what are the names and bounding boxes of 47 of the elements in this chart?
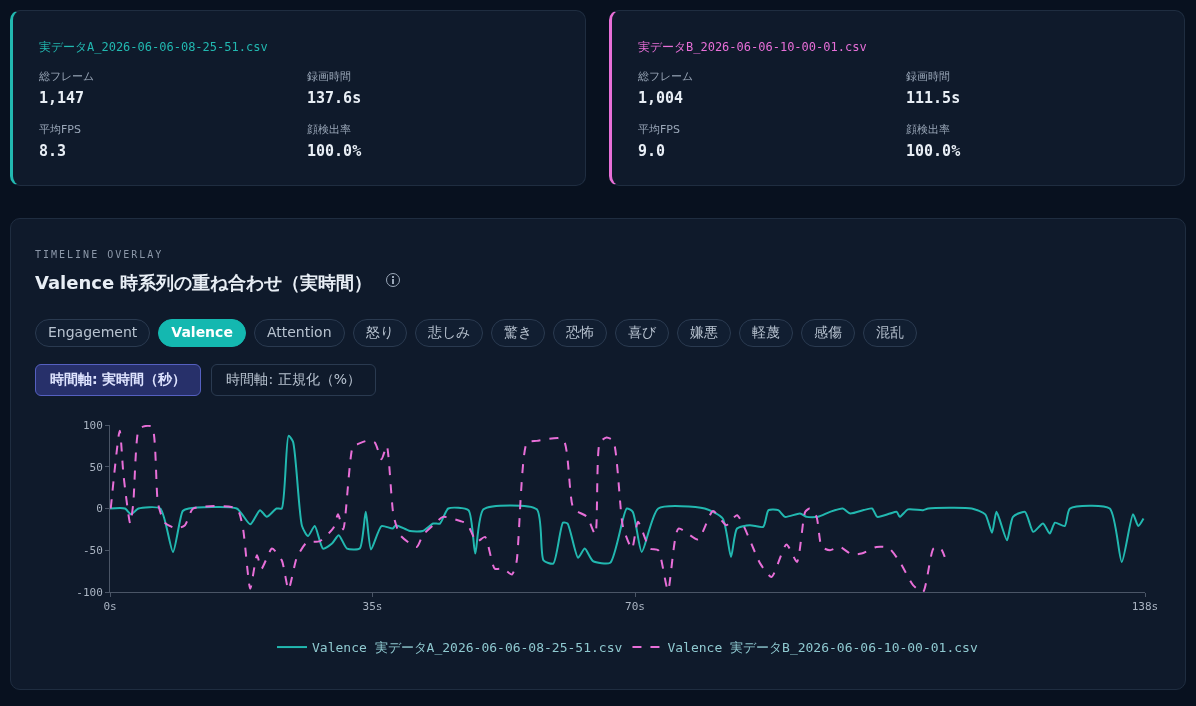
text: 100.0%: [906, 142, 962, 160]
text: 137.6s: [307, 89, 363, 107]
chart-title: Valence 時系列の重ね合わせ（実時間）: [35, 271, 374, 295]
text: 録画時間: [906, 69, 951, 84]
text: Valence: [158, 319, 246, 347]
text: 8.3: [39, 142, 68, 160]
x-tick-label: 138s: [1131, 600, 1159, 614]
text: 顔検出率: [307, 122, 352, 137]
text: 混乱: [862, 319, 917, 347]
text: 100.0%: [307, 142, 363, 160]
text: 感傷: [800, 319, 855, 347]
legend-label: Valence 実データB_2026-06-06-10-00-01.csv: [667, 640, 978, 656]
text: Attention: [253, 319, 345, 347]
text: 時間軸: 実時間（秒）: [35, 364, 202, 396]
line-series: [110, 434, 1145, 565]
y-tick-label: 100: [82, 418, 103, 432]
text: 平均FPS: [39, 122, 82, 137]
text: 嫌悪: [676, 319, 731, 347]
text: 実データB_2026-06-06-10-00-01.csv: [638, 39, 867, 56]
text: 恐怖: [552, 319, 607, 347]
x-tick-label: 35s: [362, 600, 383, 614]
text: 怒り: [352, 319, 407, 347]
text: 1,004: [638, 89, 685, 107]
x-tick-label: 0s: [103, 600, 117, 614]
text: 悲しみ: [414, 319, 483, 347]
text: 時間軸: 正規化（%）: [211, 364, 376, 396]
text: 9.0: [638, 142, 667, 160]
text: 喜び: [614, 319, 669, 347]
line-series: [110, 425, 946, 592]
text: Engagement: [35, 319, 151, 347]
x-tick-label: 70s: [625, 600, 645, 614]
text: 111.5s: [906, 89, 962, 107]
legend-label: Valence 実データA_2026-06-06-08-25-51.csv: [312, 640, 623, 656]
text: 総フレーム: [39, 69, 95, 84]
text: 1,147: [39, 89, 86, 107]
text: 驚き: [490, 319, 545, 347]
text: 実データA_2026-06-06-08-25-51.csv: [39, 39, 268, 56]
text: 録画時間: [307, 69, 352, 84]
chart-subtitle: TIMELINE OVERLAY: [35, 249, 164, 260]
text: 平均FPS: [638, 122, 681, 137]
y-tick-label: 50: [89, 460, 103, 474]
text: 軽蔑: [738, 319, 793, 347]
y-tick-label: -50: [82, 544, 103, 558]
text: 総フレーム: [638, 69, 694, 84]
y-tick-label: -100: [76, 585, 103, 599]
y-tick-label: 0: [96, 502, 103, 516]
text: 顔検出率: [906, 122, 951, 137]
